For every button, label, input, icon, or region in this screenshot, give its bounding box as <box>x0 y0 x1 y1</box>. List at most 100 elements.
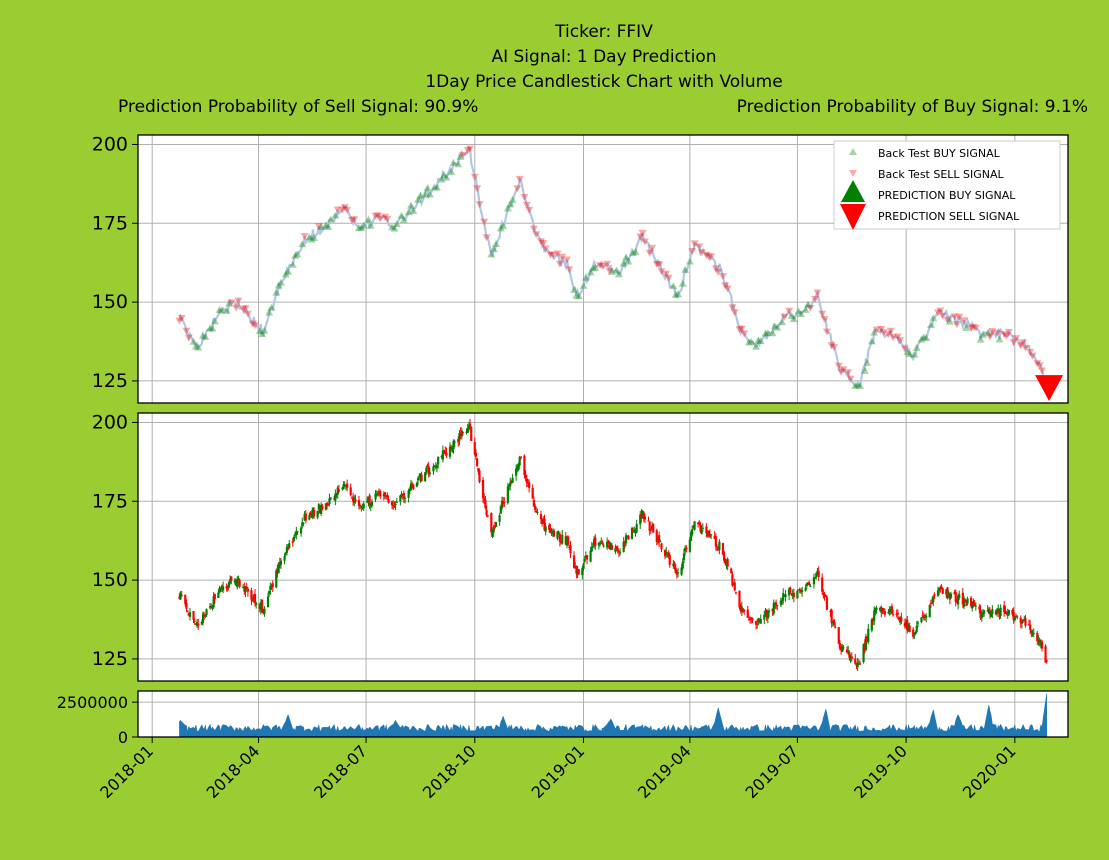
candle-body <box>830 609 833 624</box>
candle-body <box>895 613 898 616</box>
candle-body <box>509 482 512 487</box>
back-test-buy-marker <box>674 290 683 298</box>
candle-body <box>955 600 959 603</box>
back-test-buy-marker <box>416 191 425 199</box>
candle-body <box>277 563 280 574</box>
candle-body <box>936 590 940 596</box>
legend: Back Test BUY SIGNAL Back Test SELL SIGN… <box>833 140 1061 230</box>
back-test-sell-marker <box>338 206 347 214</box>
candle-body <box>697 522 700 524</box>
candle-body <box>262 611 265 613</box>
candle-body <box>270 585 273 588</box>
legend-back-test-buy-marker <box>849 148 857 155</box>
candle-body <box>648 521 651 531</box>
candle-body <box>568 546 571 548</box>
candle-body <box>393 506 396 508</box>
back-test-sell-marker <box>884 331 893 339</box>
candle-body <box>295 531 298 536</box>
back-test-sell-marker <box>340 204 349 212</box>
back-test-sell-marker <box>300 232 309 240</box>
candle-body <box>779 600 782 605</box>
candle-body <box>575 566 578 574</box>
candle-body <box>754 621 758 625</box>
back-test-buy-marker <box>612 266 621 274</box>
candle-body <box>838 643 842 649</box>
candle-body <box>656 537 660 543</box>
candle-body <box>259 602 262 611</box>
back-test-sell-marker <box>740 330 749 338</box>
back-test-sell-marker <box>986 333 995 341</box>
candle-body <box>699 524 702 532</box>
back-test-sell-marker <box>175 317 184 325</box>
candle-body <box>285 546 288 553</box>
candle-body <box>692 526 695 528</box>
back-test-sell-marker <box>704 253 713 261</box>
candle-body <box>453 441 456 443</box>
candle-body <box>1037 640 1040 642</box>
back-test-sell-marker <box>830 344 839 352</box>
candle-body <box>764 611 767 613</box>
candle-body <box>1040 641 1044 649</box>
back-test-sell-marker <box>470 173 479 181</box>
candle-body <box>194 623 198 625</box>
candle-body <box>233 579 236 583</box>
candle-body <box>667 553 670 556</box>
back-test-buy-marker <box>976 335 985 343</box>
back-test-sell-marker <box>718 273 727 281</box>
back-test-sell-marker <box>603 260 612 268</box>
candle-body <box>652 523 655 533</box>
back-test-buy-marker <box>503 204 512 212</box>
candle-body <box>532 499 535 507</box>
candle-body <box>626 536 629 538</box>
candle-body <box>867 628 870 642</box>
back-test-buy-marker <box>804 300 813 308</box>
back-test-sell-marker <box>971 324 980 332</box>
candle-body <box>841 646 844 652</box>
candle-body <box>615 546 618 549</box>
candle-body <box>245 587 248 589</box>
candle-body <box>211 606 214 608</box>
candle-body <box>260 600 264 613</box>
candle-body <box>805 583 808 586</box>
candle-body <box>864 636 868 650</box>
candle-body <box>499 506 502 514</box>
candle-body <box>981 612 985 615</box>
candle-body <box>1039 643 1042 646</box>
candle-body <box>808 582 811 586</box>
candle-body <box>460 430 463 437</box>
title-block: Ticker: FFIV AI Signal: 1 Day Prediction… <box>118 22 1088 117</box>
back-test-buy-marker <box>794 307 803 315</box>
back-test-buy-marker <box>747 337 756 345</box>
candle-body <box>552 530 556 537</box>
back-test-sell-marker <box>383 215 392 223</box>
candle-body <box>731 574 734 586</box>
back-test-buy-marker <box>399 215 408 223</box>
candle-body <box>634 529 637 534</box>
candle-body <box>465 431 468 433</box>
candle-body <box>558 533 561 542</box>
candle-body <box>933 594 936 596</box>
candle-body <box>263 608 266 614</box>
candle-body <box>201 613 205 623</box>
back-test-buy-marker <box>851 381 860 389</box>
candle-body <box>701 527 704 529</box>
candle-body <box>458 433 461 441</box>
candle-body <box>698 521 701 525</box>
candle-body <box>929 603 933 605</box>
candle-body <box>622 541 625 552</box>
candle-body <box>707 530 710 535</box>
candle-body <box>978 606 981 610</box>
candle-body <box>743 609 746 612</box>
candle-body <box>685 547 688 550</box>
candle-body <box>510 481 513 484</box>
back-test-buy-marker <box>588 264 597 272</box>
back-test-sell-marker <box>227 299 236 307</box>
candle-body <box>341 487 344 490</box>
candle-body <box>375 493 378 496</box>
candle-body <box>486 515 489 517</box>
back-test-sell-marker <box>936 307 945 315</box>
candle-body <box>972 601 975 605</box>
signals-close-line <box>178 145 1048 389</box>
candle-body <box>477 468 480 472</box>
back-test-buy-marker <box>678 279 687 287</box>
